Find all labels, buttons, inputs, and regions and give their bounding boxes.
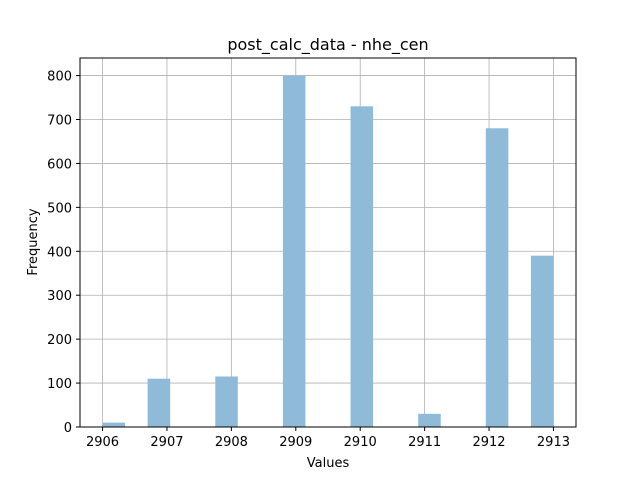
histogram-bar xyxy=(418,413,441,427)
y-tick-label: 100 xyxy=(47,377,72,392)
y-axis-label: Frequency xyxy=(26,208,41,275)
y-tick-label: 200 xyxy=(47,333,72,348)
x-tick-label: 2912 xyxy=(472,435,505,450)
x-tick-label: 2907 xyxy=(150,435,183,450)
x-tick-label: 2908 xyxy=(215,435,248,450)
histogram-bar xyxy=(147,378,171,427)
histogram-bar xyxy=(530,255,554,427)
y-axis-ticks: 0 100 200 300 400 500 600 700 800 xyxy=(47,70,80,436)
x-tick-label: 2910 xyxy=(344,435,377,450)
y-tick-label: 400 xyxy=(47,245,72,260)
plot-frame xyxy=(79,57,577,428)
y-tick-label: 600 xyxy=(47,157,72,172)
x-tick-label: 2911 xyxy=(408,435,441,450)
y-tick-label: 500 xyxy=(47,201,72,216)
histogram-bar xyxy=(485,128,509,428)
bars xyxy=(102,75,554,428)
histogram-bar xyxy=(282,75,306,428)
histogram-bar xyxy=(350,106,374,428)
x-tick-label: 2913 xyxy=(537,435,570,450)
chart-title: post_calc_data - nhe_cen xyxy=(227,35,428,55)
x-axis-ticks: 2906 2907 2908 2909 2910 2911 2912 2913 xyxy=(86,427,570,450)
histogram-bar xyxy=(215,376,238,427)
y-tick-label: 0 xyxy=(64,421,72,436)
x-tick-label: 2906 xyxy=(86,435,119,450)
x-axis-label: Values xyxy=(307,456,350,471)
y-tick-label: 700 xyxy=(47,114,72,129)
histogram-bar xyxy=(102,422,126,427)
y-tick-label: 300 xyxy=(47,289,72,304)
y-tick-label: 800 xyxy=(47,70,72,85)
x-tick-label: 2909 xyxy=(279,435,312,450)
